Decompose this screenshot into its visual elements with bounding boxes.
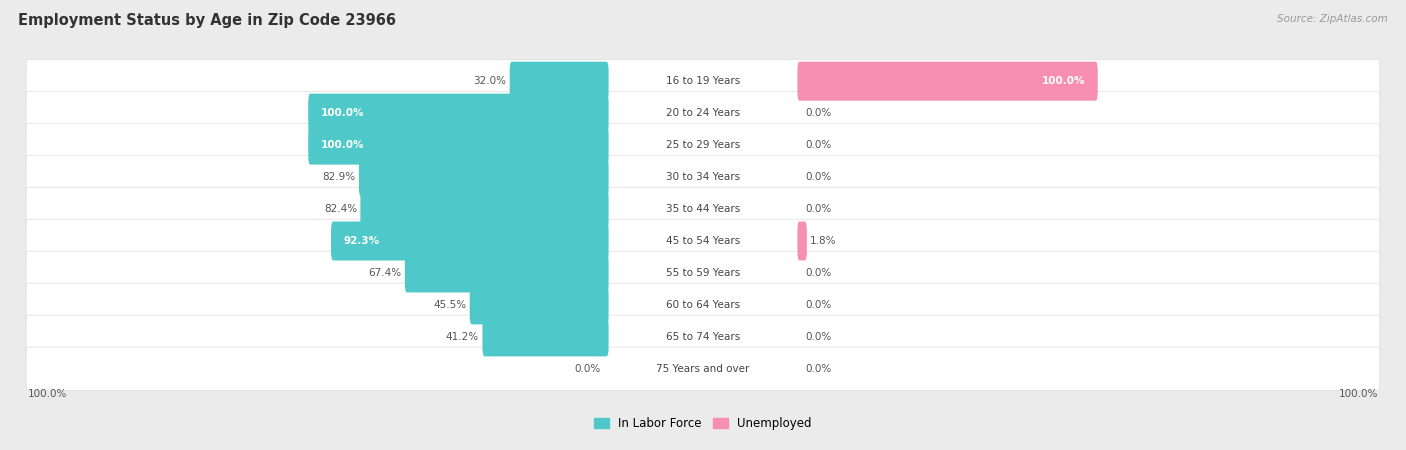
Text: 100.0%: 100.0% [321, 108, 364, 118]
Text: 100.0%: 100.0% [1339, 389, 1378, 400]
FancyBboxPatch shape [27, 219, 1379, 263]
Text: 55 to 59 Years: 55 to 59 Years [666, 268, 740, 278]
Text: 75 Years and over: 75 Years and over [657, 364, 749, 374]
Text: 92.3%: 92.3% [343, 236, 380, 246]
FancyBboxPatch shape [27, 155, 1379, 199]
Text: 65 to 74 Years: 65 to 74 Years [666, 332, 740, 342]
FancyBboxPatch shape [330, 221, 609, 261]
FancyBboxPatch shape [308, 126, 609, 165]
Text: 45.5%: 45.5% [433, 300, 467, 310]
FancyBboxPatch shape [360, 189, 609, 229]
FancyBboxPatch shape [797, 221, 807, 261]
Text: 35 to 44 Years: 35 to 44 Years [666, 204, 740, 214]
Text: 0.0%: 0.0% [806, 204, 831, 214]
Text: 20 to 24 Years: 20 to 24 Years [666, 108, 740, 118]
FancyBboxPatch shape [510, 62, 609, 101]
FancyBboxPatch shape [27, 315, 1379, 359]
FancyBboxPatch shape [27, 59, 1379, 103]
FancyBboxPatch shape [27, 91, 1379, 135]
Text: 0.0%: 0.0% [806, 140, 831, 150]
Text: 0.0%: 0.0% [806, 268, 831, 278]
Text: Source: ZipAtlas.com: Source: ZipAtlas.com [1277, 14, 1388, 23]
Text: 100.0%: 100.0% [1042, 76, 1085, 86]
Text: 1.8%: 1.8% [810, 236, 837, 246]
FancyBboxPatch shape [27, 187, 1379, 231]
FancyBboxPatch shape [27, 251, 1379, 295]
Text: Employment Status by Age in Zip Code 23966: Employment Status by Age in Zip Code 239… [18, 14, 396, 28]
FancyBboxPatch shape [27, 347, 1379, 391]
Text: 41.2%: 41.2% [446, 332, 479, 342]
Text: 100.0%: 100.0% [28, 389, 67, 400]
FancyBboxPatch shape [359, 158, 609, 197]
Text: 0.0%: 0.0% [806, 332, 831, 342]
Text: 0.0%: 0.0% [806, 300, 831, 310]
Text: 100.0%: 100.0% [321, 140, 364, 150]
Text: 0.0%: 0.0% [806, 172, 831, 182]
Text: 0.0%: 0.0% [806, 364, 831, 374]
FancyBboxPatch shape [482, 317, 609, 356]
Text: 60 to 64 Years: 60 to 64 Years [666, 300, 740, 310]
Text: 82.9%: 82.9% [322, 172, 356, 182]
Legend: In Labor Force, Unemployed: In Labor Force, Unemployed [589, 412, 817, 435]
Text: 82.4%: 82.4% [323, 204, 357, 214]
FancyBboxPatch shape [797, 62, 1098, 101]
FancyBboxPatch shape [308, 94, 609, 133]
Text: 45 to 54 Years: 45 to 54 Years [666, 236, 740, 246]
Text: 0.0%: 0.0% [806, 108, 831, 118]
Text: 25 to 29 Years: 25 to 29 Years [666, 140, 740, 150]
Text: 0.0%: 0.0% [575, 364, 600, 374]
FancyBboxPatch shape [27, 283, 1379, 327]
Text: 30 to 34 Years: 30 to 34 Years [666, 172, 740, 182]
Text: 16 to 19 Years: 16 to 19 Years [666, 76, 740, 86]
FancyBboxPatch shape [470, 285, 609, 324]
FancyBboxPatch shape [405, 253, 609, 292]
Text: 67.4%: 67.4% [368, 268, 401, 278]
Text: 32.0%: 32.0% [474, 76, 506, 86]
FancyBboxPatch shape [27, 123, 1379, 167]
